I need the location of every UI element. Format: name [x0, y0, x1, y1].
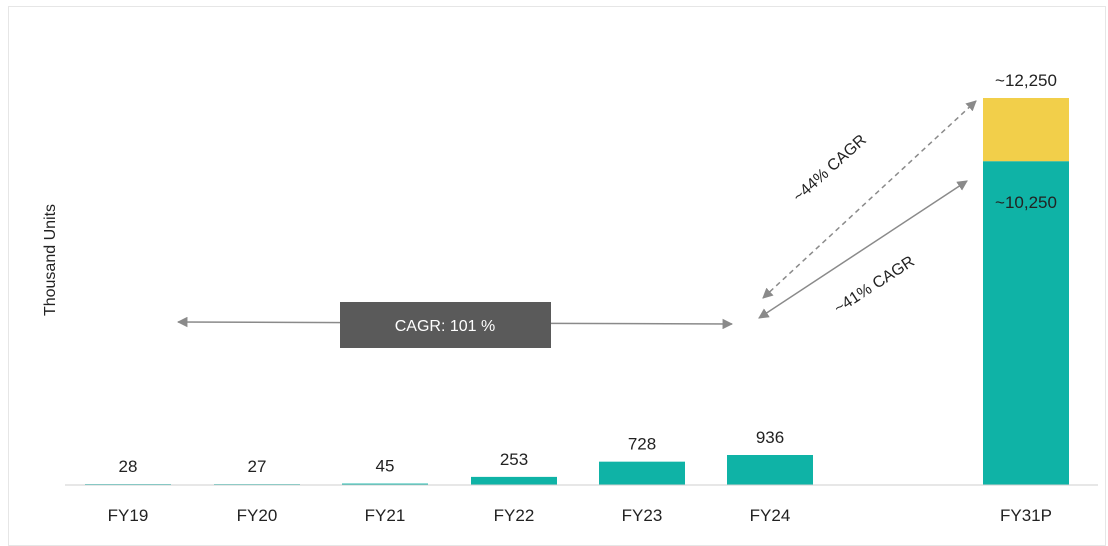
data-labels-group: 28 27 45 253 728 936 ~12,250 [119, 71, 1057, 476]
inner-bar-label: ~10,250 [995, 193, 1057, 212]
data-label-fy31p: ~12,250 [995, 71, 1057, 90]
bar-fy23 [599, 461, 685, 485]
x-tick-fy31p: FY31P [1000, 506, 1052, 525]
historical-cagr-box [340, 302, 551, 348]
bar-fy21 [342, 483, 428, 485]
cagr-dashed-label: ~44% CAGR [790, 132, 870, 206]
x-tick-fy22: FY22 [494, 506, 535, 525]
data-label-fy19: 28 [119, 457, 138, 476]
x-tick-fy21: FY21 [365, 506, 406, 525]
data-label-fy22: 253 [500, 450, 528, 469]
data-label-fy21: 45 [376, 457, 395, 476]
bar-fy31p-upside [983, 98, 1069, 162]
x-tick-fy24: FY24 [750, 506, 791, 525]
historical-cagr-label: CAGR: 101 % [395, 318, 495, 335]
data-label-fy23: 728 [628, 435, 656, 454]
x-tick-fy19: FY19 [108, 506, 149, 525]
bar-fy22 [471, 476, 557, 485]
cagr-solid-arrow [758, 180, 968, 319]
x-tick-fy20: FY20 [237, 506, 278, 525]
bar-fy24 [727, 455, 813, 485]
x-tick-fy23: FY23 [622, 506, 663, 525]
bar-fy31p [983, 161, 1069, 486]
data-label-fy24: 936 [756, 428, 784, 447]
x-ticks-group: FY19 FY20 FY21 FY22 FY23 FY24 FY31P [108, 506, 1052, 525]
data-label-fy20: 27 [248, 457, 267, 476]
y-axis-label: Thousand Units [42, 204, 59, 316]
bars-group [85, 98, 1069, 486]
